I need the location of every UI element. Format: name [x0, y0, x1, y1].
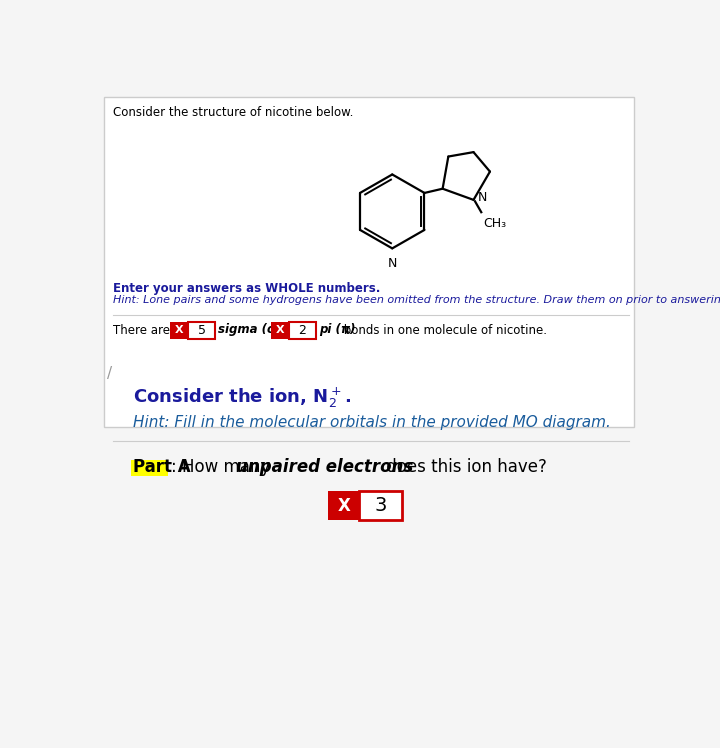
Bar	[170, 322, 189, 340]
Text: Consider the structure of nicotine below.: Consider the structure of nicotine below…	[113, 106, 354, 119]
Text: Consider the ion, N$_2^+$.: Consider the ion, N$_2^+$.	[132, 386, 351, 410]
Text: CH₃: CH₃	[483, 217, 506, 230]
Bar	[289, 322, 315, 340]
Bar	[359, 491, 402, 520]
Bar	[328, 491, 359, 520]
Text: unpaired electrons: unpaired electrons	[235, 458, 413, 476]
Bar	[189, 322, 215, 340]
Text: 3: 3	[374, 496, 387, 515]
Text: N: N	[387, 257, 397, 270]
Text: There are: There are	[113, 323, 170, 337]
Text: pi (π): pi (π)	[319, 323, 355, 337]
Text: sigma (σ) and: sigma (σ) and	[218, 323, 310, 337]
Text: Enter your answers as WHOLE numbers.: Enter your answers as WHOLE numbers.	[113, 282, 381, 295]
Text: 5: 5	[197, 323, 206, 337]
Text: N: N	[477, 191, 487, 204]
Text: 2: 2	[298, 323, 306, 337]
Text: X: X	[175, 325, 184, 335]
Text: Hint: Lone pairs and some hydrogens have been omitted from the structure. Draw t: Hint: Lone pairs and some hydrogens have…	[113, 295, 720, 305]
Bar	[271, 322, 289, 340]
Text: : How many: : How many	[171, 458, 276, 476]
Bar	[131, 460, 168, 476]
Text: X: X	[276, 325, 284, 335]
Text: /: /	[107, 366, 112, 381]
Text: X: X	[338, 497, 350, 515]
Text: does this ion have?: does this ion have?	[381, 458, 546, 476]
Text: Hint: Fill in the molecular orbitals in the provided MO diagram.: Hint: Fill in the molecular orbitals in …	[132, 415, 611, 430]
Text: bonds in one molecule of nicotine.: bonds in one molecule of nicotine.	[341, 323, 547, 337]
Text: Part A: Part A	[132, 458, 190, 476]
FancyBboxPatch shape	[104, 97, 634, 427]
